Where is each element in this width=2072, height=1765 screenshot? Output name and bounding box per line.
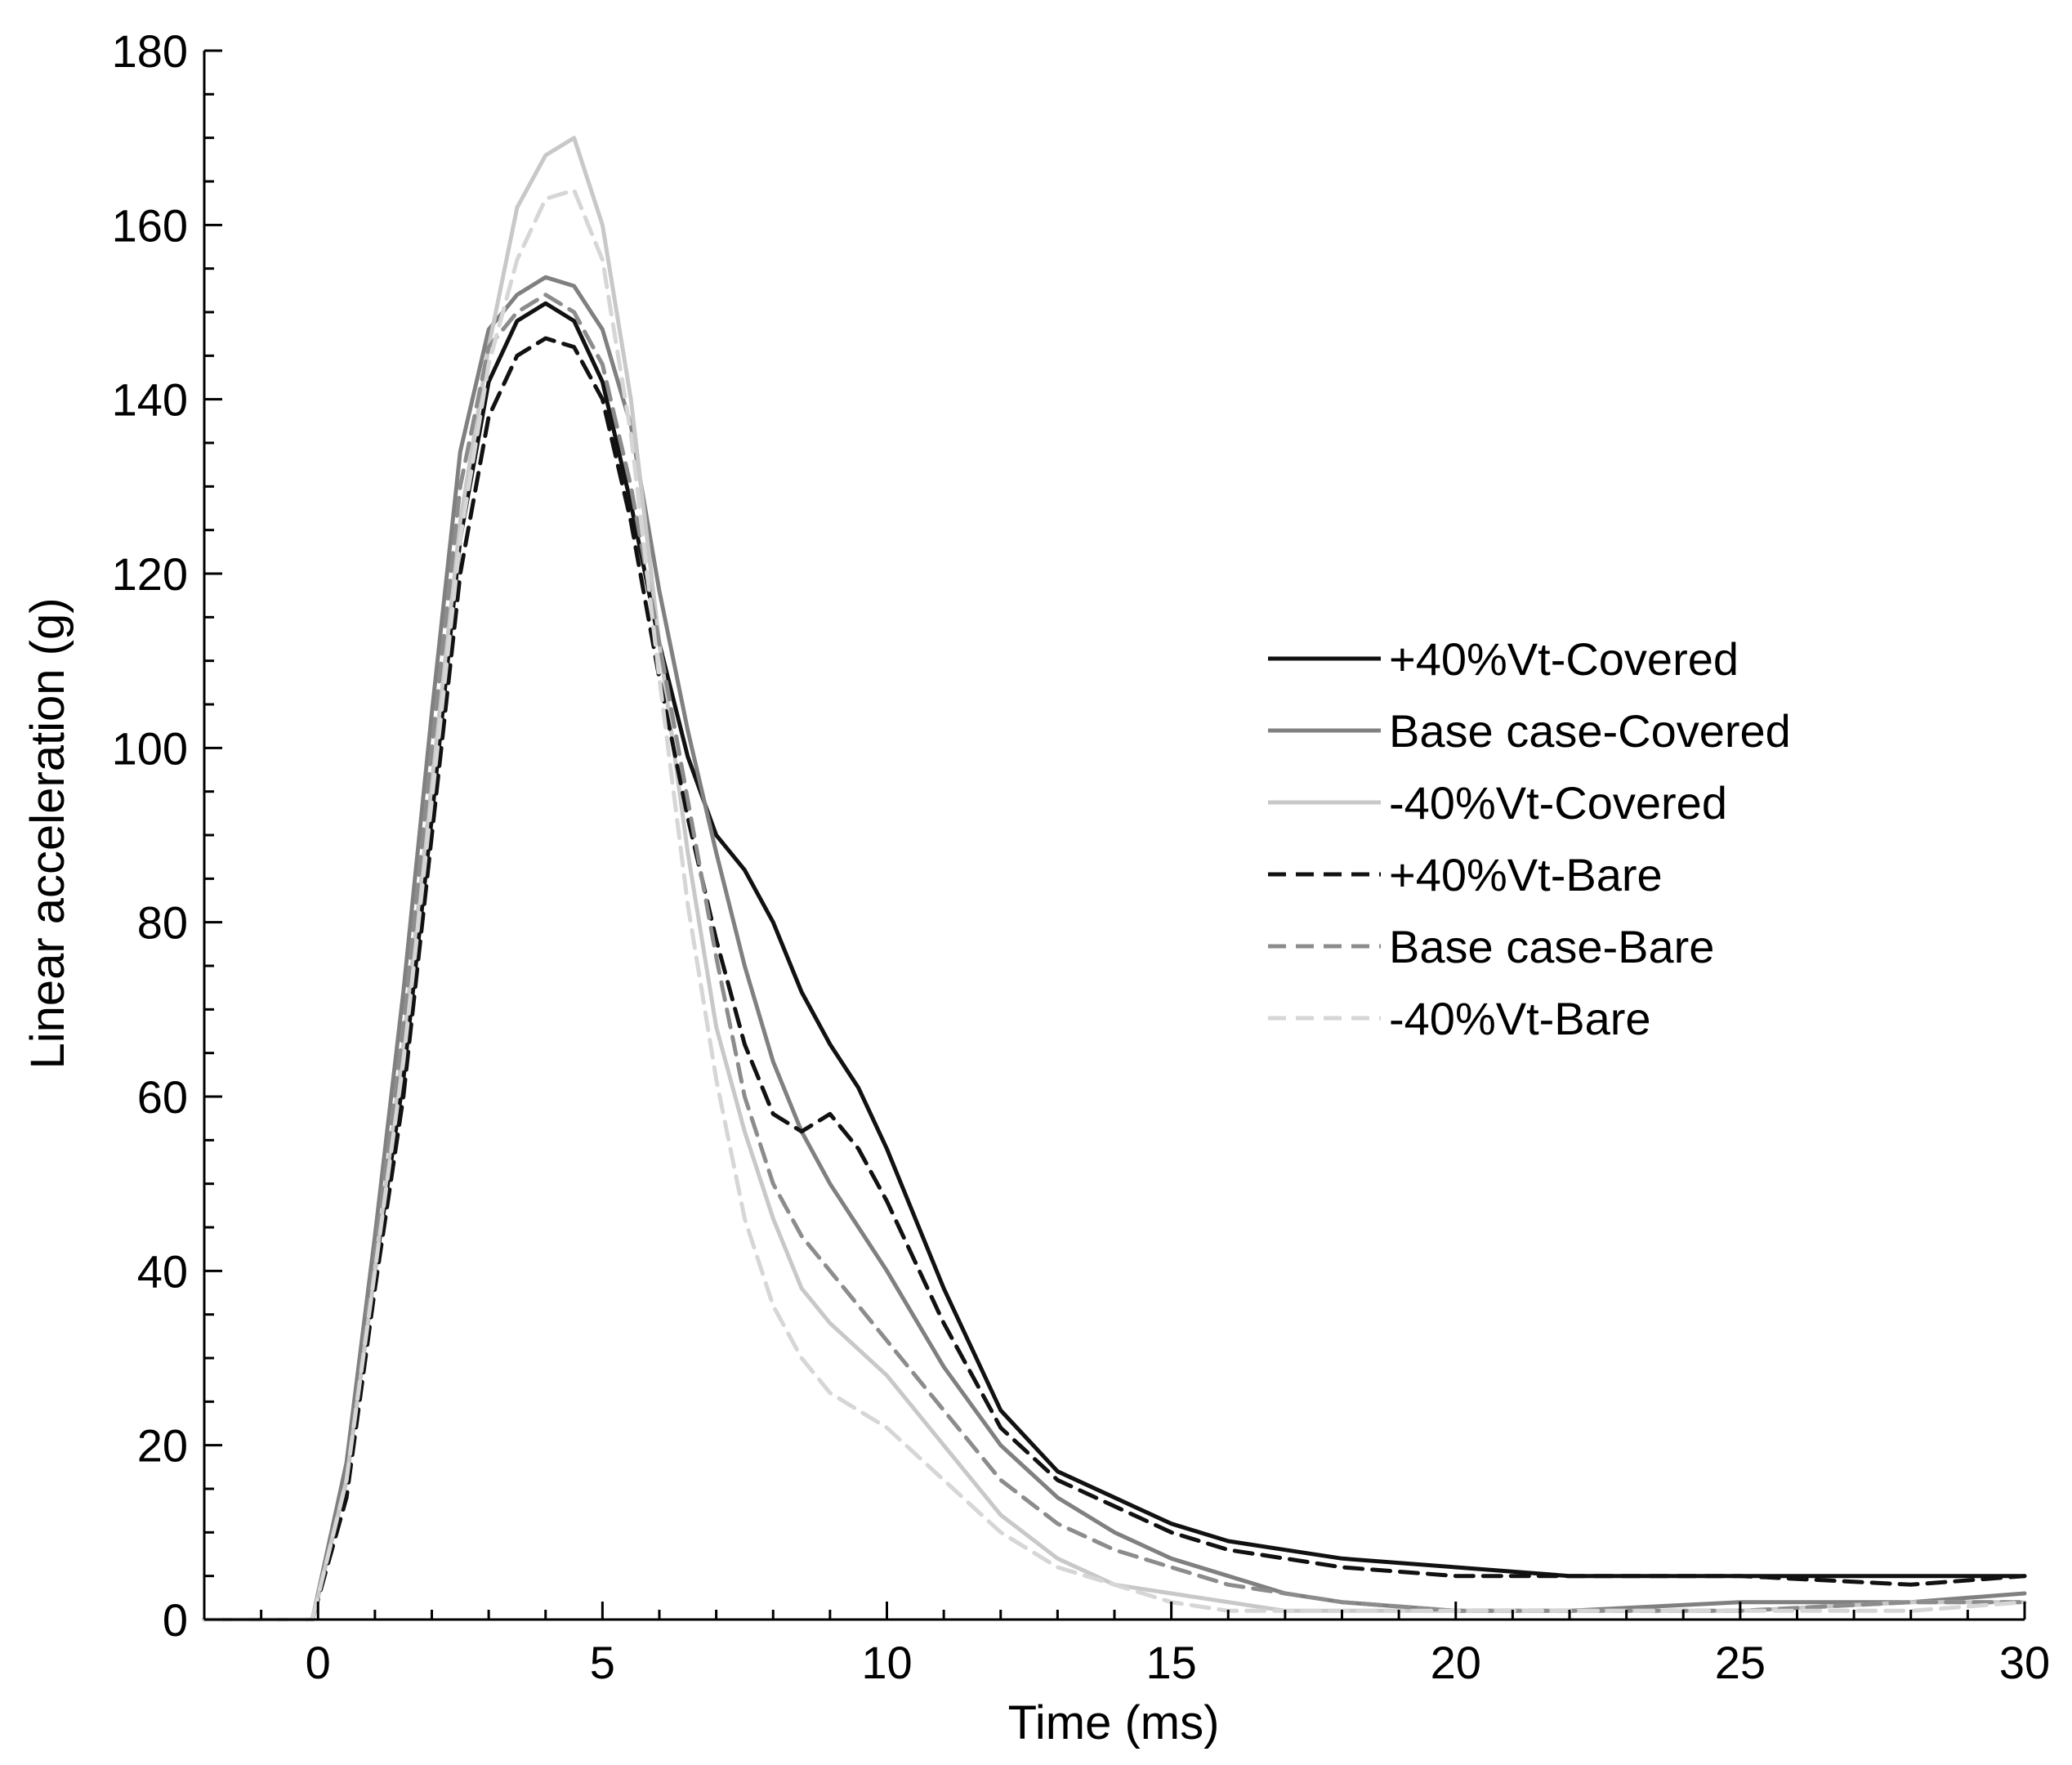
- series-line-1: [202, 275, 2027, 1622]
- y-tick-label: 120: [112, 548, 188, 600]
- legend-label-4: Base case-Bare: [1389, 921, 1714, 972]
- y-tick-label: 0: [163, 1594, 188, 1646]
- legend: +40%Vt-Covered Base case-Covered -40%Vt-Co…: [1268, 633, 1791, 1044]
- y-tick-label: 180: [112, 25, 188, 77]
- x-tick-label: 15: [1145, 1637, 1196, 1688]
- x-tick-label: 5: [590, 1637, 615, 1688]
- legend-label-0: +40%Vt-Covered: [1389, 633, 1739, 685]
- y-tick-label: 160: [112, 199, 188, 251]
- y-tick-label: 140: [112, 374, 188, 426]
- series-layer: [202, 136, 2027, 1622]
- legend-label-2: -40%Vt-Covered: [1389, 777, 1727, 829]
- ticks-layer: 0 5 10 15 20 25 30 0 20 40 60 80 100 120 140 160 180: [112, 25, 2051, 1688]
- series-line-0: [202, 301, 2027, 1622]
- x-tick-label: 10: [861, 1637, 912, 1688]
- x-tick-label: 20: [1431, 1637, 1481, 1688]
- series-line-4: [202, 293, 2027, 1622]
- legend-label-5: -40%Vt-Bare: [1389, 993, 1651, 1044]
- y-tick-label: 20: [137, 1420, 188, 1472]
- y-tick-label: 100: [112, 722, 188, 774]
- legend-label-3: +40%Vt-Bare: [1389, 849, 1663, 900]
- series-line-5: [202, 188, 2027, 1622]
- x-tick-label: 25: [1715, 1637, 1766, 1688]
- series-line-3: [202, 336, 2027, 1622]
- y-tick-label: 80: [137, 897, 188, 949]
- y-tick-label: 40: [137, 1245, 188, 1297]
- y-axis-label: Linear acceleration (g): [21, 597, 74, 1069]
- x-tick-label: 0: [306, 1637, 331, 1688]
- x-axis-label: Time (ms): [1008, 1696, 1220, 1749]
- y-tick-label: 60: [137, 1071, 188, 1123]
- legend-label-1: Base case-Covered: [1389, 705, 1791, 757]
- x-tick-label: 30: [1999, 1637, 2050, 1688]
